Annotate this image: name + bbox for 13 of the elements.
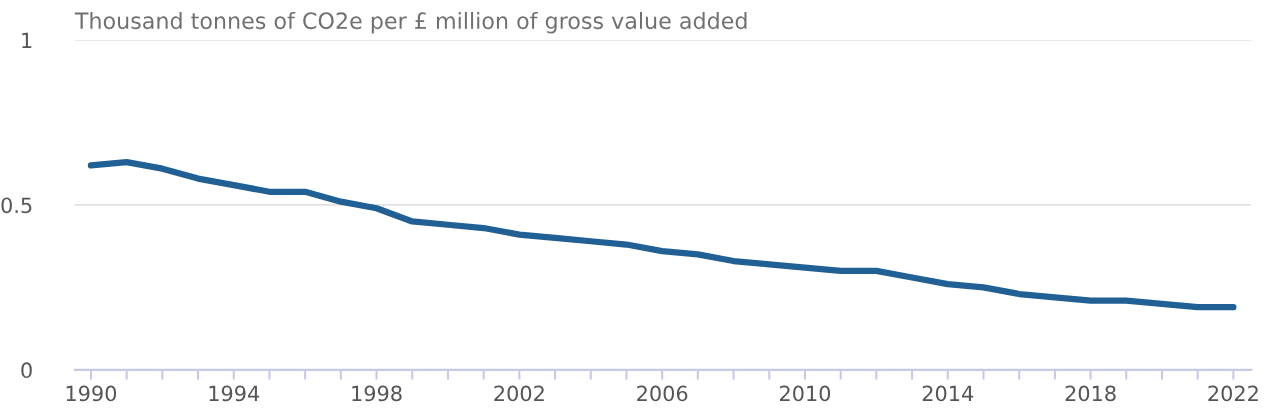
x-tick-label: 2010 [779, 385, 831, 402]
chart-title: Thousand tonnes of CO2e per £ million of gross value added [74, 11, 747, 34]
y-tick-label: 0.5 [1, 197, 32, 214]
x-tick-label: 1990 [66, 385, 117, 402]
x-tick-label: 2022 [1208, 385, 1258, 402]
x-tick-label: 1994 [209, 385, 260, 402]
x-tick-label: 2006 [637, 385, 688, 402]
x-tick-label: 2018 [1065, 385, 1116, 402]
y-tick-label: 0 [21, 362, 32, 379]
x-tick-label: 1998 [352, 385, 402, 402]
x-tick-label: 2014 [922, 385, 974, 402]
x-tick-label: 2002 [494, 385, 544, 402]
y-tick-label: 1 [22, 32, 32, 48]
